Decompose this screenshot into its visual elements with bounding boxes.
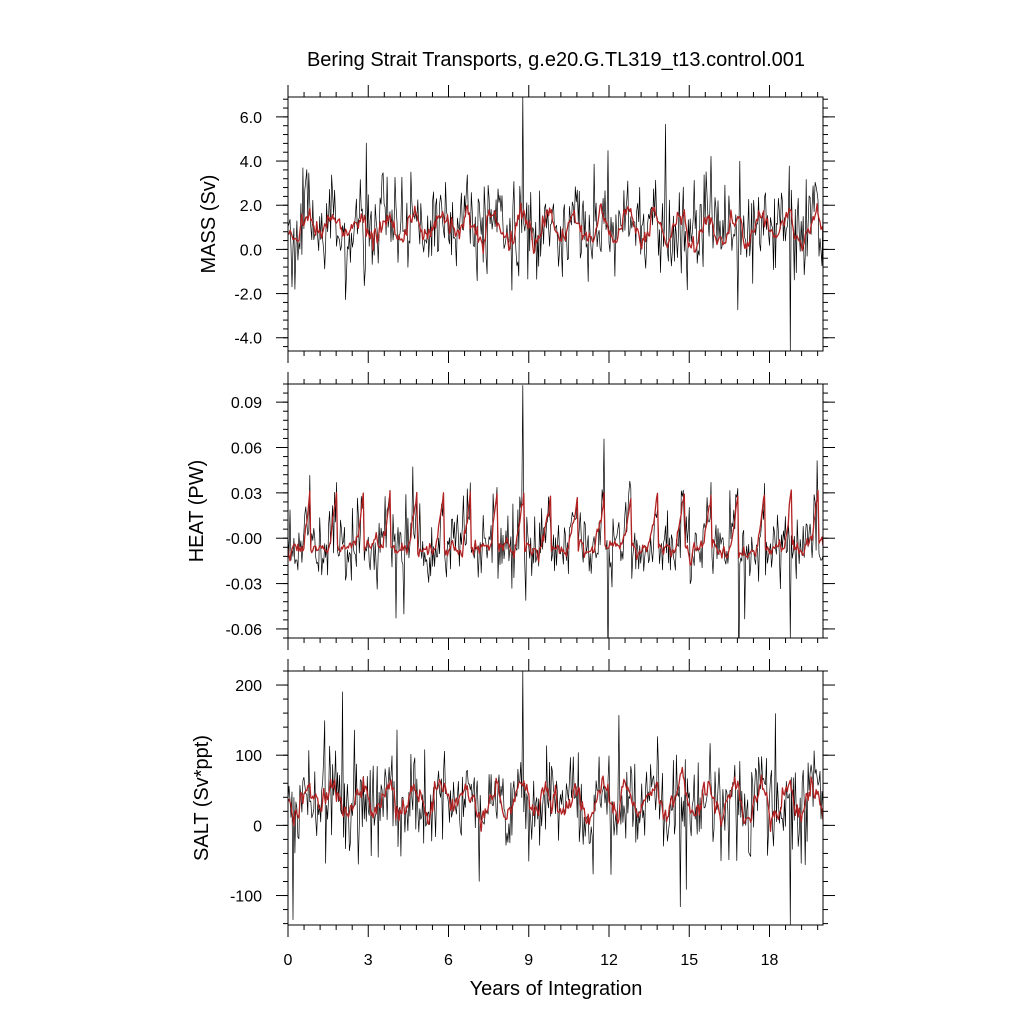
heat-y-tick-label: -0.03	[226, 577, 263, 594]
x-tick-label: 3	[364, 952, 373, 969]
salt-y-tick-label: 0	[253, 818, 262, 835]
mass-y-tick-label: -2.0	[234, 287, 262, 304]
mass-y-tick-label: 2.0	[240, 198, 262, 215]
mass-y-tick-label: 6.0	[240, 110, 262, 127]
mass-y-tick-label: -4.0	[234, 331, 262, 348]
heat-y-tick-label: -0.06	[226, 622, 263, 639]
heat-y-tick-label: 0.09	[231, 395, 262, 412]
panel-salt: SALT (Sv*ppt) 200 100 0 -100 0 3 6 9 12 15 18	[191, 659, 835, 969]
heat-y-tick-label: -0.00	[226, 531, 263, 548]
x-tick-label: 6	[444, 952, 453, 969]
figure-title: Bering Strait Transports, g.e20.G.TL319_…	[307, 49, 805, 71]
mass-daily-series-line	[288, 97, 823, 351]
salt-y-axis-label: SALT (Sv*ppt)	[191, 735, 213, 861]
salt-smoothed-series-line	[288, 766, 823, 832]
salt-y-tick-label: 200	[235, 678, 262, 695]
mass-plot-frame	[287, 96, 824, 352]
heat-y-tick-label: 0.06	[231, 441, 262, 458]
mass-smoothed-series-line	[288, 202, 823, 255]
x-tick-label: 12	[600, 952, 618, 969]
mass-y-axis-label: MASS (Sv)	[198, 175, 220, 274]
salt-plot-frame	[287, 670, 824, 926]
x-axis-label: Years of Integration	[470, 978, 643, 1000]
heat-smoothed-series-line	[288, 489, 823, 566]
x-tick-label: 18	[761, 952, 779, 969]
mass-y-tick-label: 4.0	[240, 154, 262, 171]
x-tick-label: 9	[524, 952, 533, 969]
salt-y-tick-label: -100	[230, 889, 262, 906]
panel-mass: MASS (Sv) 6.0 4.0 2.0 0.0 -2.0 -4.0	[198, 85, 835, 363]
mass-y-tick-label: 0.0	[240, 242, 262, 259]
heat-y-tick-label: 0.03	[231, 486, 262, 503]
x-tick-label: 15	[680, 952, 698, 969]
heat-daily-series-line	[288, 385, 823, 638]
salt-y-tick-label: 100	[235, 748, 262, 765]
panel-heat: HEAT (PW) 0.09 0.06 0.03 -0.00 -0.03 -0.06	[186, 372, 835, 650]
x-tick-label: 0	[284, 952, 293, 969]
heat-y-axis-label: HEAT (PW)	[186, 460, 208, 563]
heat-plot-frame	[287, 383, 824, 639]
